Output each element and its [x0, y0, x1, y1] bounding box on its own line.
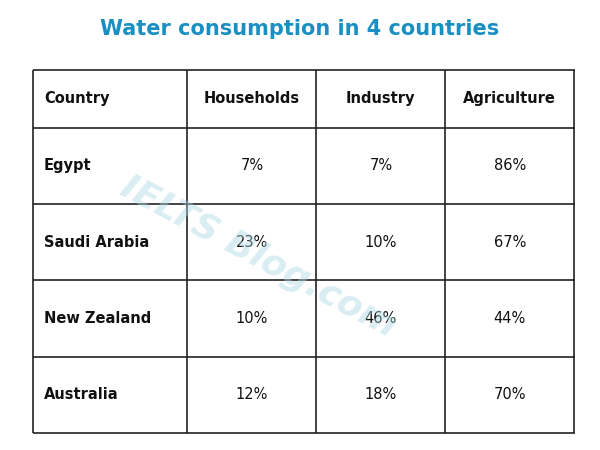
Text: 46%: 46%: [365, 311, 397, 326]
Text: 7%: 7%: [369, 158, 392, 174]
Text: 18%: 18%: [365, 387, 397, 402]
Text: New Zealand: New Zealand: [44, 311, 151, 326]
Text: Agriculture: Agriculture: [463, 91, 556, 106]
Text: Country: Country: [44, 91, 109, 106]
Text: 12%: 12%: [236, 387, 268, 402]
Text: Saudi Arabia: Saudi Arabia: [44, 235, 149, 250]
Text: 70%: 70%: [494, 387, 526, 402]
Text: 10%: 10%: [365, 235, 397, 250]
Text: Industry: Industry: [346, 91, 416, 106]
Text: Water consumption in 4 countries: Water consumption in 4 countries: [100, 19, 500, 39]
Text: Australia: Australia: [44, 387, 118, 402]
Text: 7%: 7%: [241, 158, 263, 174]
Text: 67%: 67%: [494, 235, 526, 250]
Text: 86%: 86%: [494, 158, 526, 174]
Text: Households: Households: [204, 91, 300, 106]
Text: IELTS Blog.com: IELTS Blog.com: [115, 170, 401, 343]
Text: 23%: 23%: [236, 235, 268, 250]
Text: Egypt: Egypt: [44, 158, 91, 174]
Text: 44%: 44%: [494, 311, 526, 326]
Text: 10%: 10%: [236, 311, 268, 326]
